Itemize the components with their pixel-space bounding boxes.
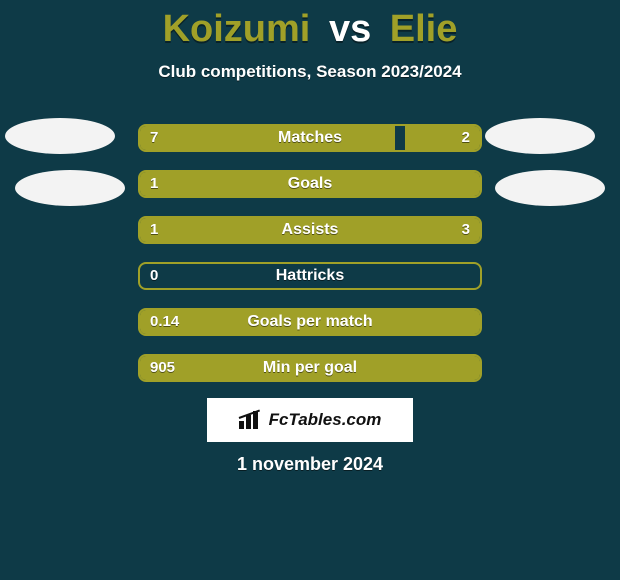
headline: Koizumi vs Elie [0,8,620,51]
stat-bar-matches: 72Matches [138,124,482,152]
watermark-box: FcTables.com [207,398,413,442]
watermark-text: FcTables.com [269,410,382,430]
vs-label: vs [329,8,371,50]
bar-label: Min per goal [140,356,480,380]
stat-bar-goals-per-match: 0.14Goals per match [138,308,482,336]
avatar-right-1 [495,170,605,206]
stat-bar-hattricks: 0Hattricks [138,262,482,290]
date-label: 1 november 2024 [0,454,620,475]
player1-name: Koizumi [163,8,311,50]
bar-chart-icon [239,411,263,429]
avatar-left-1 [15,170,125,206]
bar-label: Goals per match [140,310,480,334]
bar-label: Matches [140,126,480,150]
comparison-bars: 72Matches 1Goals 13Assists 0Hattricks 0.14Go… [138,124,482,400]
bar-label: Goals [140,172,480,196]
player2-name: Elie [390,8,458,50]
infographic-stage: Koizumi vs Elie Club competitions, Seaso… [0,0,620,580]
avatar-right-0 [485,118,595,154]
stat-bar-assists: 13Assists [138,216,482,244]
stat-bar-goals: 1Goals [138,170,482,198]
bar-label: Assists [140,218,480,242]
bar-label: Hattricks [140,264,480,288]
subtitle: Club competitions, Season 2023/2024 [0,62,620,82]
stat-bar-min-per-goal: 905Min per goal [138,354,482,382]
avatar-left-0 [5,118,115,154]
